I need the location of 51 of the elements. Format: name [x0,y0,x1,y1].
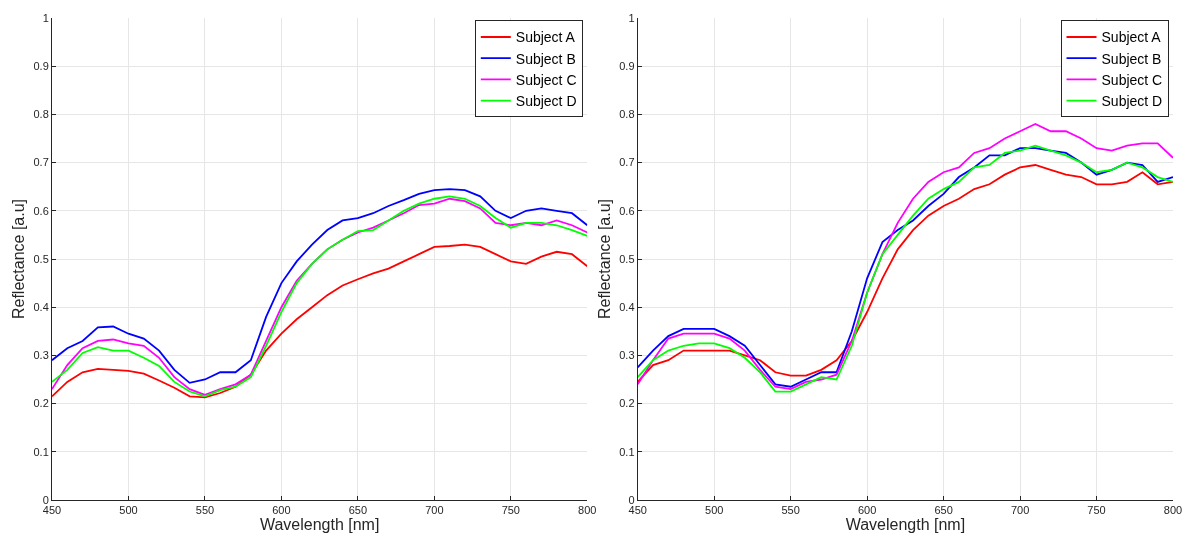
y-tick-label: 0.8 [619,108,635,121]
x-axis-title: Wavelength [nm] [845,516,966,534]
legend-label: Subject C [1101,71,1163,88]
legend-label: Subject B [1101,50,1162,67]
x-tick-label: 500 [119,504,138,517]
y-tick-label: 0.5 [33,252,49,265]
y-axis-title: Reflectance [a.u] [596,198,614,320]
legend-label: Subject C [515,71,577,88]
x-tick-label: 600 [272,504,291,517]
legend-label: Subject D [1101,93,1163,110]
y-tick-label: 0.7 [33,156,49,169]
line-series [52,243,588,399]
y-tick-label: 0.4 [619,301,635,314]
legend-label: Subject B [515,50,576,67]
x-tick-label: 800 [578,504,597,517]
x-tick-label: 750 [501,504,520,517]
y-tick-label: 0.7 [619,156,635,169]
x-tick-label: 750 [1087,504,1106,517]
y-tick-label: 0 [42,493,49,506]
x-tick-label: 500 [705,504,724,517]
y-tick-label: 1 [42,11,49,24]
y-tick-label: 0.3 [619,349,635,362]
y-tick-label: 0.9 [619,60,635,73]
y-axis-title: Reflectance [a.u] [10,198,28,320]
y-tick-label: 0.6 [619,204,635,217]
legend-label: Subject D [515,93,577,110]
y-tick-label: 0.2 [33,397,49,410]
y-tick-label: 0.1 [619,445,635,458]
y-tick-label: 0.9 [33,60,49,73]
x-tick-label: 450 [42,504,62,517]
y-tick-label: 0.3 [33,349,49,362]
x-tick-label: 600 [857,504,877,517]
y-tick-label: 0.2 [619,397,635,410]
y-tick-label: 0 [628,493,635,506]
y-tick-label: 0.1 [33,445,49,458]
y-tick-label: 0.4 [33,301,49,314]
x-axis-title: Wavelength [nm] [259,516,380,534]
x-tick-label: 800 [1163,504,1183,517]
y-tick-label: 0.8 [33,108,49,121]
y-tick-label: 0.5 [619,252,635,265]
x-tick-label: 700 [425,504,444,517]
x-tick-label: 650 [348,504,368,517]
legend-label: Subject A [515,29,576,46]
x-tick-label: 700 [1010,504,1030,517]
x-tick-label: 550 [195,504,215,517]
legend-label: Subject A [1101,29,1162,46]
x-tick-label: 450 [628,504,647,517]
y-tick-label: 0.6 [33,204,49,217]
y-tick-label: 1 [628,11,635,24]
x-tick-label: 650 [934,504,953,517]
x-tick-label: 550 [781,504,800,517]
